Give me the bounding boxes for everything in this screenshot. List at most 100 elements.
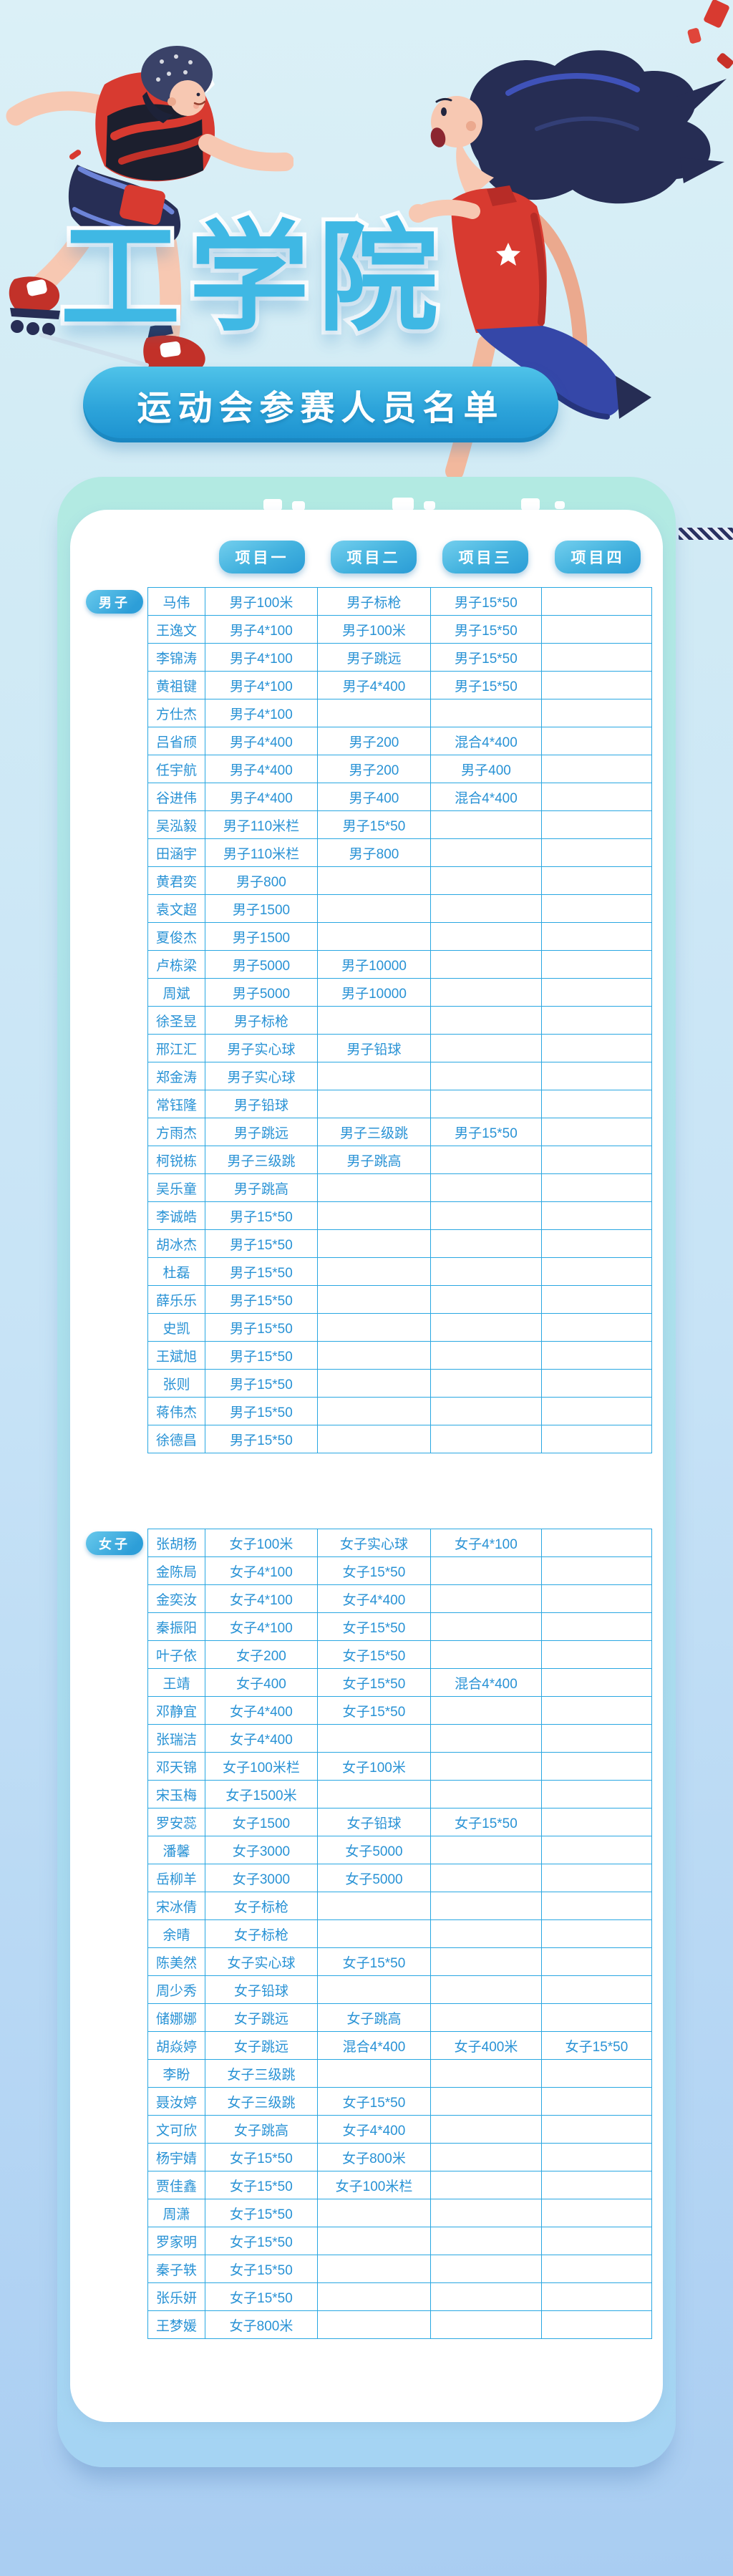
- table-row: 夏俊杰 男子1500: [147, 922, 652, 951]
- participant-name: 张瑞洁: [147, 1724, 205, 1753]
- event-cell: [541, 838, 652, 867]
- participant-name: 潘馨: [147, 1836, 205, 1864]
- participant-name: 徐圣昱: [147, 1006, 205, 1035]
- event-cell: 女子4*100: [205, 1612, 318, 1641]
- men-section-label: 男子: [99, 595, 130, 610]
- event-cell: [430, 1369, 542, 1398]
- event-cell: 女子实心球: [205, 1947, 318, 1976]
- table-row: 谷进伟 男子4*400 男子400 混合4*400: [147, 783, 652, 811]
- table-row: 秦子轶 女子15*50: [147, 2255, 652, 2283]
- event-cell: 女子跳高: [317, 2003, 431, 2032]
- event-cell: [430, 1090, 542, 1118]
- event-cell: [541, 1229, 652, 1258]
- table-row: 罗安蕊 女子1500 女子铅球 女子15*50: [147, 1808, 652, 1836]
- decorative-text-tip: [521, 498, 540, 510]
- participant-name: 马伟: [147, 587, 205, 616]
- table-row: 文可欣 女子跳高 女子4*400: [147, 2115, 652, 2144]
- skater-front-arm: [198, 134, 293, 172]
- men-roster-body: 马伟 男子100米 男子标枪 男子15*50 王逸文 男子4*100 男子100米 男子15*…: [147, 587, 652, 1453]
- event-cell: [541, 1034, 652, 1062]
- table-row: 王梦媛 女子800米: [147, 2310, 652, 2339]
- event-cell: 女子标枪: [205, 1919, 318, 1948]
- participant-name: 余晴: [147, 1919, 205, 1948]
- skater-jersey-swoosh: [110, 112, 203, 140]
- event-cell: 女子3000: [205, 1864, 318, 1892]
- column-header-label: 项目二: [346, 550, 401, 566]
- participant-name: 吴乐童: [147, 1173, 205, 1202]
- table-row: 岳柳羊 女子3000 女子5000: [147, 1864, 652, 1892]
- event-cell: [317, 1975, 431, 2004]
- participant-name: 秦子轶: [147, 2255, 205, 2283]
- participant-name: 胡冰杰: [147, 1229, 205, 1258]
- event-cell: 男子1500: [205, 922, 318, 951]
- event-cell: [541, 1696, 652, 1725]
- event-cell: [541, 1975, 652, 2004]
- checker-ribbon-decoration: [679, 528, 733, 540]
- event-cell: 混合4*400: [430, 1668, 542, 1697]
- table-row: 黄祖键 男子4*100 男子4*400 男子15*50: [147, 671, 652, 699]
- event-cell: [317, 2227, 431, 2255]
- event-cell: [430, 1062, 542, 1090]
- event-cell: 男子实心球: [205, 1034, 318, 1062]
- table-row: 张则 男子15*50: [147, 1369, 652, 1398]
- event-cell: [541, 1780, 652, 1808]
- participant-name: 胡焱婷: [147, 2031, 205, 2060]
- decorative-text-tip: [263, 499, 282, 510]
- event-cell: [430, 1919, 542, 1948]
- event-cell: 女子铅球: [205, 1975, 318, 2004]
- event-cell: [430, 1640, 542, 1669]
- event-cell: 男子15*50: [430, 643, 542, 672]
- participant-name: 黄祖键: [147, 671, 205, 699]
- event-cell: [541, 1313, 652, 1342]
- event-cell: [317, 1724, 431, 1753]
- event-cell: [541, 1397, 652, 1425]
- event-cell: [430, 2199, 542, 2227]
- confetti-piece: [703, 0, 730, 29]
- participant-name: 常钰隆: [147, 1090, 205, 1118]
- event-cell: 男子4*100: [205, 643, 318, 672]
- event-cell: 男子铅球: [317, 1034, 431, 1062]
- participant-name: 金陈局: [147, 1556, 205, 1585]
- event-cell: 男子5000: [205, 950, 318, 979]
- runner-shoe: [616, 376, 651, 419]
- column-header-label: 项目一: [235, 550, 289, 566]
- event-cell: 女子15*50: [205, 2227, 318, 2255]
- event-cell: 女子4*100: [205, 1556, 318, 1585]
- event-cell: 女子15*50: [317, 1640, 431, 1669]
- event-cell: [317, 2059, 431, 2088]
- event-cell: [430, 2059, 542, 2088]
- event-cell: 女子15*50: [205, 2143, 318, 2171]
- event-cell: [541, 1752, 652, 1781]
- event-cell: [317, 1892, 431, 1920]
- event-cell: 女子15*50: [205, 2171, 318, 2199]
- event-cell: [430, 866, 542, 895]
- event-cell: [541, 1257, 652, 1286]
- table-row: 金奕汝 女子4*100 女子4*400: [147, 1584, 652, 1613]
- participant-name: 邢江汇: [147, 1034, 205, 1062]
- event-cell: [430, 1892, 542, 1920]
- table-row: 秦振阳 女子4*100 女子15*50: [147, 1612, 652, 1641]
- event-cell: 男子标枪: [205, 1006, 318, 1035]
- event-cell: [430, 1229, 542, 1258]
- event-cell: 男子800: [205, 866, 318, 895]
- event-cell: [541, 783, 652, 811]
- event-cell: [317, 1369, 431, 1398]
- event-cell: [541, 2003, 652, 2032]
- runner-near-arm: [409, 199, 480, 223]
- event-cell: [541, 1369, 652, 1398]
- event-cell: 男子100米: [205, 587, 318, 616]
- event-cell: [317, 1780, 431, 1808]
- event-cell: [541, 1556, 652, 1585]
- event-cell: [317, 2282, 431, 2311]
- table-row: 储娜娜 女子跳远 女子跳高: [147, 2003, 652, 2032]
- event-cell: 男子15*50: [430, 671, 542, 699]
- event-cell: [541, 2227, 652, 2255]
- event-cell: [430, 1341, 542, 1370]
- event-cell: 女子15*50: [205, 2282, 318, 2311]
- table-row: 邓天锦 女子100米栏 女子100米: [147, 1752, 652, 1781]
- participant-name: 李锦涛: [147, 643, 205, 672]
- event-cell: 男子4*100: [205, 615, 318, 644]
- event-cell: [541, 1584, 652, 1613]
- event-cell: [541, 922, 652, 951]
- event-cell: [317, 699, 431, 727]
